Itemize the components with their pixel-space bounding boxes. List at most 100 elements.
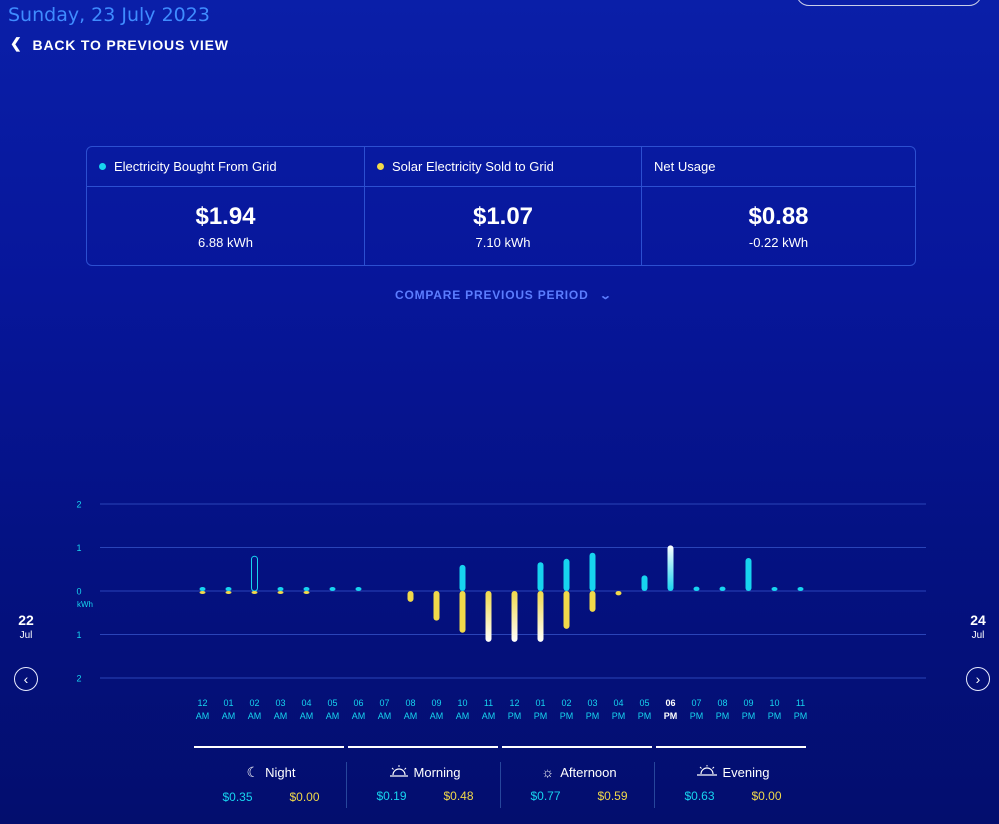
bought-bar	[693, 586, 700, 591]
next-day-num: 24	[970, 612, 986, 628]
summary-sold-amount: $1.07	[472, 203, 534, 230]
x-tick-ampm: PM	[534, 711, 548, 721]
period-morning[interactable]: Morning $0.19 $0.48	[346, 746, 502, 812]
bought-bar	[797, 587, 804, 591]
period-sold: $0.48	[443, 789, 474, 803]
sold-bar	[251, 591, 258, 594]
x-tick-ampm: AM	[274, 711, 288, 721]
x-tick-hour: 08	[717, 698, 727, 708]
sold-bar	[277, 591, 284, 594]
x-tick-ampm: AM	[404, 711, 418, 721]
x-tick-hour: 09	[431, 698, 441, 708]
summary-bought: Electricity Bought From Grid $1.94 6.88 …	[87, 147, 364, 265]
period-night[interactable]: ☾ Night $0.35 $0.00	[194, 746, 348, 812]
sold-bar	[589, 591, 596, 612]
x-tick-hour: 07	[691, 698, 701, 708]
sold-bar	[563, 591, 570, 629]
summary-bought-label: Electricity Bought From Grid	[114, 159, 277, 174]
x-tick-hour: 12	[197, 698, 207, 708]
x-tick-ampm: AM	[248, 711, 262, 721]
summary-net-kwh: -0.22 kWh	[748, 235, 809, 250]
bought-bar	[329, 587, 336, 591]
period-bought: $0.63	[684, 789, 715, 803]
y-tick-label: 2	[76, 674, 81, 684]
bought-bar	[745, 557, 752, 591]
sold-bar	[485, 591, 492, 642]
y-tick-label: 0	[76, 587, 81, 597]
sold-bar	[433, 591, 440, 621]
x-tick-ampm: AM	[456, 711, 470, 721]
prev-day-button[interactable]: ‹	[14, 667, 38, 691]
sunrise-icon	[389, 764, 408, 780]
moon-icon: ☾	[246, 764, 260, 780]
bought-bar	[667, 545, 674, 591]
prev-day-month: Jul	[19, 630, 33, 641]
chevron-left-icon: ❮	[10, 35, 23, 51]
x-tick-hour: 11	[484, 698, 493, 708]
x-tick-ampm: PM	[560, 711, 574, 721]
sold-bar	[615, 591, 622, 596]
bought-bar	[563, 558, 570, 591]
x-tick-ampm: AM	[222, 711, 236, 721]
summary-net-amount: $0.88	[748, 203, 809, 230]
next-day-month: Jul	[971, 630, 985, 641]
x-tick-ampm: AM	[196, 711, 210, 721]
x-tick-ampm: AM	[482, 711, 496, 721]
x-tick-hour: 09	[743, 698, 753, 708]
sunset-icon	[696, 764, 717, 780]
summary-sold-kwh: 7.10 kWh	[475, 235, 531, 250]
sold-bar	[199, 591, 206, 594]
next-day-label: 24 Jul	[963, 612, 993, 641]
x-tick-hour: 05	[639, 698, 649, 708]
period-sold: $0.00	[751, 789, 782, 803]
page-date: Sunday, 23 July 2023	[8, 4, 210, 26]
x-tick-hour: 07	[379, 698, 389, 708]
usage-chart: 21012kWh12AM01AM02AM03AM04AM05AM06AM07AM…	[76, 500, 926, 721]
bought-bar	[355, 587, 362, 591]
summary-card: Electricity Bought From Grid $1.94 6.88 …	[86, 146, 916, 266]
bought-dot-icon	[99, 163, 106, 170]
x-tick-hour: 08	[405, 698, 415, 708]
x-tick-ampm: PM	[716, 711, 730, 721]
next-day-button[interactable]: ›	[966, 667, 990, 691]
chevron-right-icon: ›	[975, 671, 981, 687]
bought-bar	[277, 587, 284, 591]
bought-bar	[771, 587, 778, 591]
summary-bought-kwh: 6.88 kWh	[198, 235, 253, 250]
bought-bar	[199, 587, 206, 591]
summary-net-label: Net Usage	[654, 159, 716, 174]
x-tick-hour: 10	[457, 698, 467, 708]
sun-icon: ☼	[541, 764, 555, 780]
summary-sold: Solar Electricity Sold to Grid $1.07 7.1…	[364, 147, 641, 265]
x-tick-hour: 11	[796, 698, 805, 708]
sold-bar	[511, 591, 518, 642]
y-tick-label: 1	[76, 630, 81, 640]
x-tick-ampm: PM	[638, 711, 652, 721]
compare-previous-button[interactable]: COMPARE PREVIOUS PERIOD ⌄	[395, 288, 611, 302]
back-button[interactable]: ❮ BACK TO PREVIOUS VIEW	[10, 35, 229, 53]
x-tick-hour: 10	[769, 698, 779, 708]
x-tick-hour: 04	[613, 698, 623, 708]
x-tick-ampm: AM	[352, 711, 366, 721]
x-tick-hour: 03	[587, 698, 597, 708]
x-tick-hour: 12	[509, 698, 519, 708]
summary-net: Net Usage $0.88 -0.22 kWh	[641, 147, 915, 265]
summary-sold-label: Solar Electricity Sold to Grid	[392, 159, 554, 174]
sold-bar	[537, 591, 544, 642]
x-tick-hour: 04	[301, 698, 311, 708]
period-summary: ☾ Night $0.35 $0.00 Morning $0.19 $0.48 …	[194, 746, 810, 812]
period-bought: $0.77	[530, 789, 561, 803]
period-evening[interactable]: Evening $0.63 $0.00	[654, 746, 810, 812]
chevron-down-icon: ⌄	[598, 289, 613, 302]
x-tick-hour: 02	[561, 698, 571, 708]
bought-bar	[641, 575, 648, 591]
x-tick-ampm: PM	[742, 711, 756, 721]
sold-bar	[459, 591, 466, 633]
x-tick-ampm: PM	[586, 711, 600, 721]
sold-bar	[407, 591, 414, 602]
period-afternoon[interactable]: ☼ Afternoon $0.77 $0.59	[500, 746, 656, 812]
sold-dot-icon	[377, 163, 384, 170]
sold-bar	[225, 591, 232, 594]
prev-day-label: 22 Jul	[11, 612, 41, 641]
bought-bar	[537, 562, 544, 591]
